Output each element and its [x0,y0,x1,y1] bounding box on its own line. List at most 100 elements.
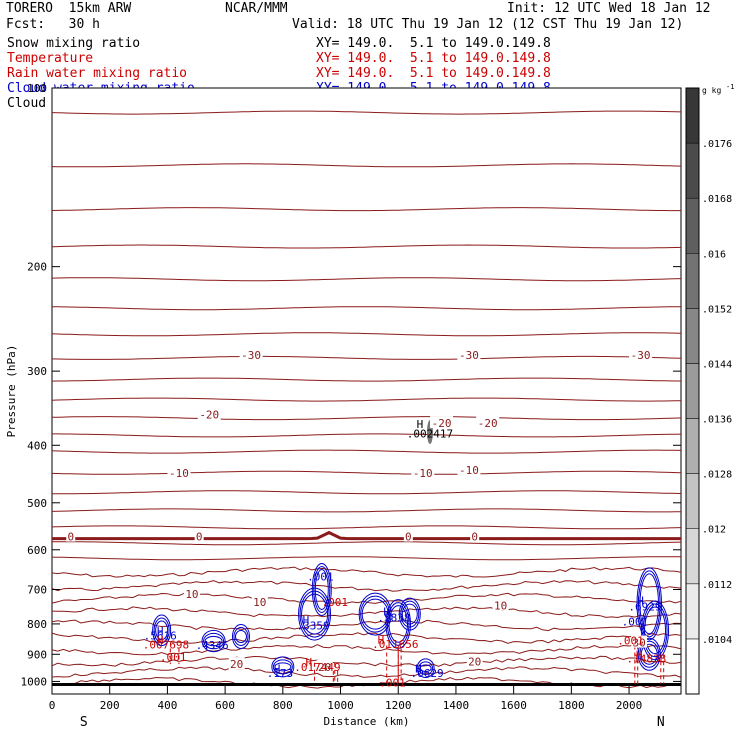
y-tick-label: 300 [27,365,47,378]
x-tick-label: 1400 [443,699,470,712]
rain-contour [314,662,336,682]
rain-contour [660,654,665,684]
label-bg [470,529,480,542]
isotherm-line [51,644,682,656]
isotherm-line [52,490,682,495]
x-tick-label: 600 [215,699,235,712]
x-tick-label: 0 [49,699,56,712]
cloud-water-contour [201,629,226,653]
field-label: Snow mixing ratio [7,36,141,51]
cloud-water-contour [272,659,293,675]
rain-label: H [636,648,643,661]
cloud-water-label: .001 [307,570,334,583]
colorbar-tick-label: .0104 [702,635,732,646]
temperature-label: 0 [471,531,478,544]
isotherm-line [51,332,682,337]
cloud-water-label: .5838 [377,611,410,624]
colorbar-tick-label: .012 [702,525,726,536]
cloud-water-label: H [637,594,644,607]
rain-label: H [305,656,312,669]
cloud-water-contour [401,603,418,625]
label-bg [239,348,263,361]
temperature-label: 30 [633,637,646,650]
cloud-water-contour [204,635,223,647]
isotherm-line [51,632,682,644]
cloud-water-label: H [303,614,310,627]
colorbar-frame [685,87,700,695]
isotherm-line [51,397,682,402]
rain-contour [169,648,180,665]
colorbar-segment [685,418,700,474]
cloud-water-label: .5616 [144,629,177,642]
colorbar-segment [685,583,700,640]
valid-time: Valid: 18 UTC Thu 19 Jan 12 (12 CST Thu … [292,17,684,32]
cloud-water-contour [311,563,332,617]
cloud-water-contour [638,570,661,638]
label-bg [228,657,245,670]
colorbar-unit-exponent: -1 [726,83,734,91]
rain-label: .017449 [294,661,340,674]
isotherm-line [51,355,682,360]
x-tick-label: 1000 [327,699,354,712]
cloud-water-contour [301,593,329,635]
cloud-water-label: .4346 [196,639,229,652]
cloud-water-label: H [157,625,164,638]
temperature-label: 0 [67,531,74,544]
y-tick-label: 200 [27,261,47,274]
isotherm-line [52,541,682,546]
label-bg [411,465,435,478]
y-axis-title: Pressure (hPa) [5,345,18,438]
isotherm-line [51,666,682,678]
colorbar-segment [685,308,700,364]
isotherm-line [51,449,682,454]
cloud-water-contour [233,626,249,646]
x-tick-label: 1600 [500,699,527,712]
colorbar-tick-label: .0144 [702,359,732,370]
colorbar-segment [685,142,700,199]
x-axis-title: Distance (km) [323,715,409,728]
label-bg [466,654,483,667]
label-bg [251,595,268,608]
org-label: NCAR/MMM [225,1,288,16]
temperature-label: 20 [318,661,331,674]
isotherm-line [51,566,682,578]
cloud-water-label: H [383,606,390,619]
cloud-water-contour [639,573,660,635]
isotherm-line [51,377,681,382]
cloud-water-contour [419,664,432,673]
label-bg [66,529,76,542]
label-bg [631,635,648,648]
isotherm-line [51,110,682,115]
rain-contour [397,648,402,683]
label-bg [492,598,509,611]
isotherm-line [51,508,681,513]
y-tick-label: 800 [27,618,47,631]
colorbar-segment [685,253,700,309]
isotherm-line [51,525,682,530]
cloud-water-contour [314,569,329,611]
field-xy-range: XY= 149.0. 5.1 to 149.0.149.8 [316,51,551,66]
rain-label: .001 [322,596,349,609]
field-xy-range: XY= 149.0. 5.1 to 149.0.149.8 [316,66,551,81]
rain-label: .001 [617,634,644,647]
temperature-label: 10 [494,600,507,613]
y-tick-label: 100 [27,82,47,95]
label-bg [316,659,333,672]
isotherm-line [51,556,682,561]
colorbar-tick-label: .0136 [702,415,732,426]
cloud-water-contour [398,597,421,631]
x-tick-label: 1200 [385,699,412,712]
label-bg [629,348,653,361]
cloud-water-contour [358,592,392,636]
cloud-water-contour [203,632,225,650]
y-tick-label: 700 [27,584,47,597]
plot-frame [51,87,682,695]
colorbar-tick-label: .0168 [702,194,732,205]
cloud-water-label: .173 [267,667,294,680]
label-bg [457,348,481,361]
cloud-water-label: H [415,663,422,676]
freezing-isotherm [52,530,681,541]
temperature-label: -20 [199,409,219,422]
temperature-label: -10 [459,464,479,477]
